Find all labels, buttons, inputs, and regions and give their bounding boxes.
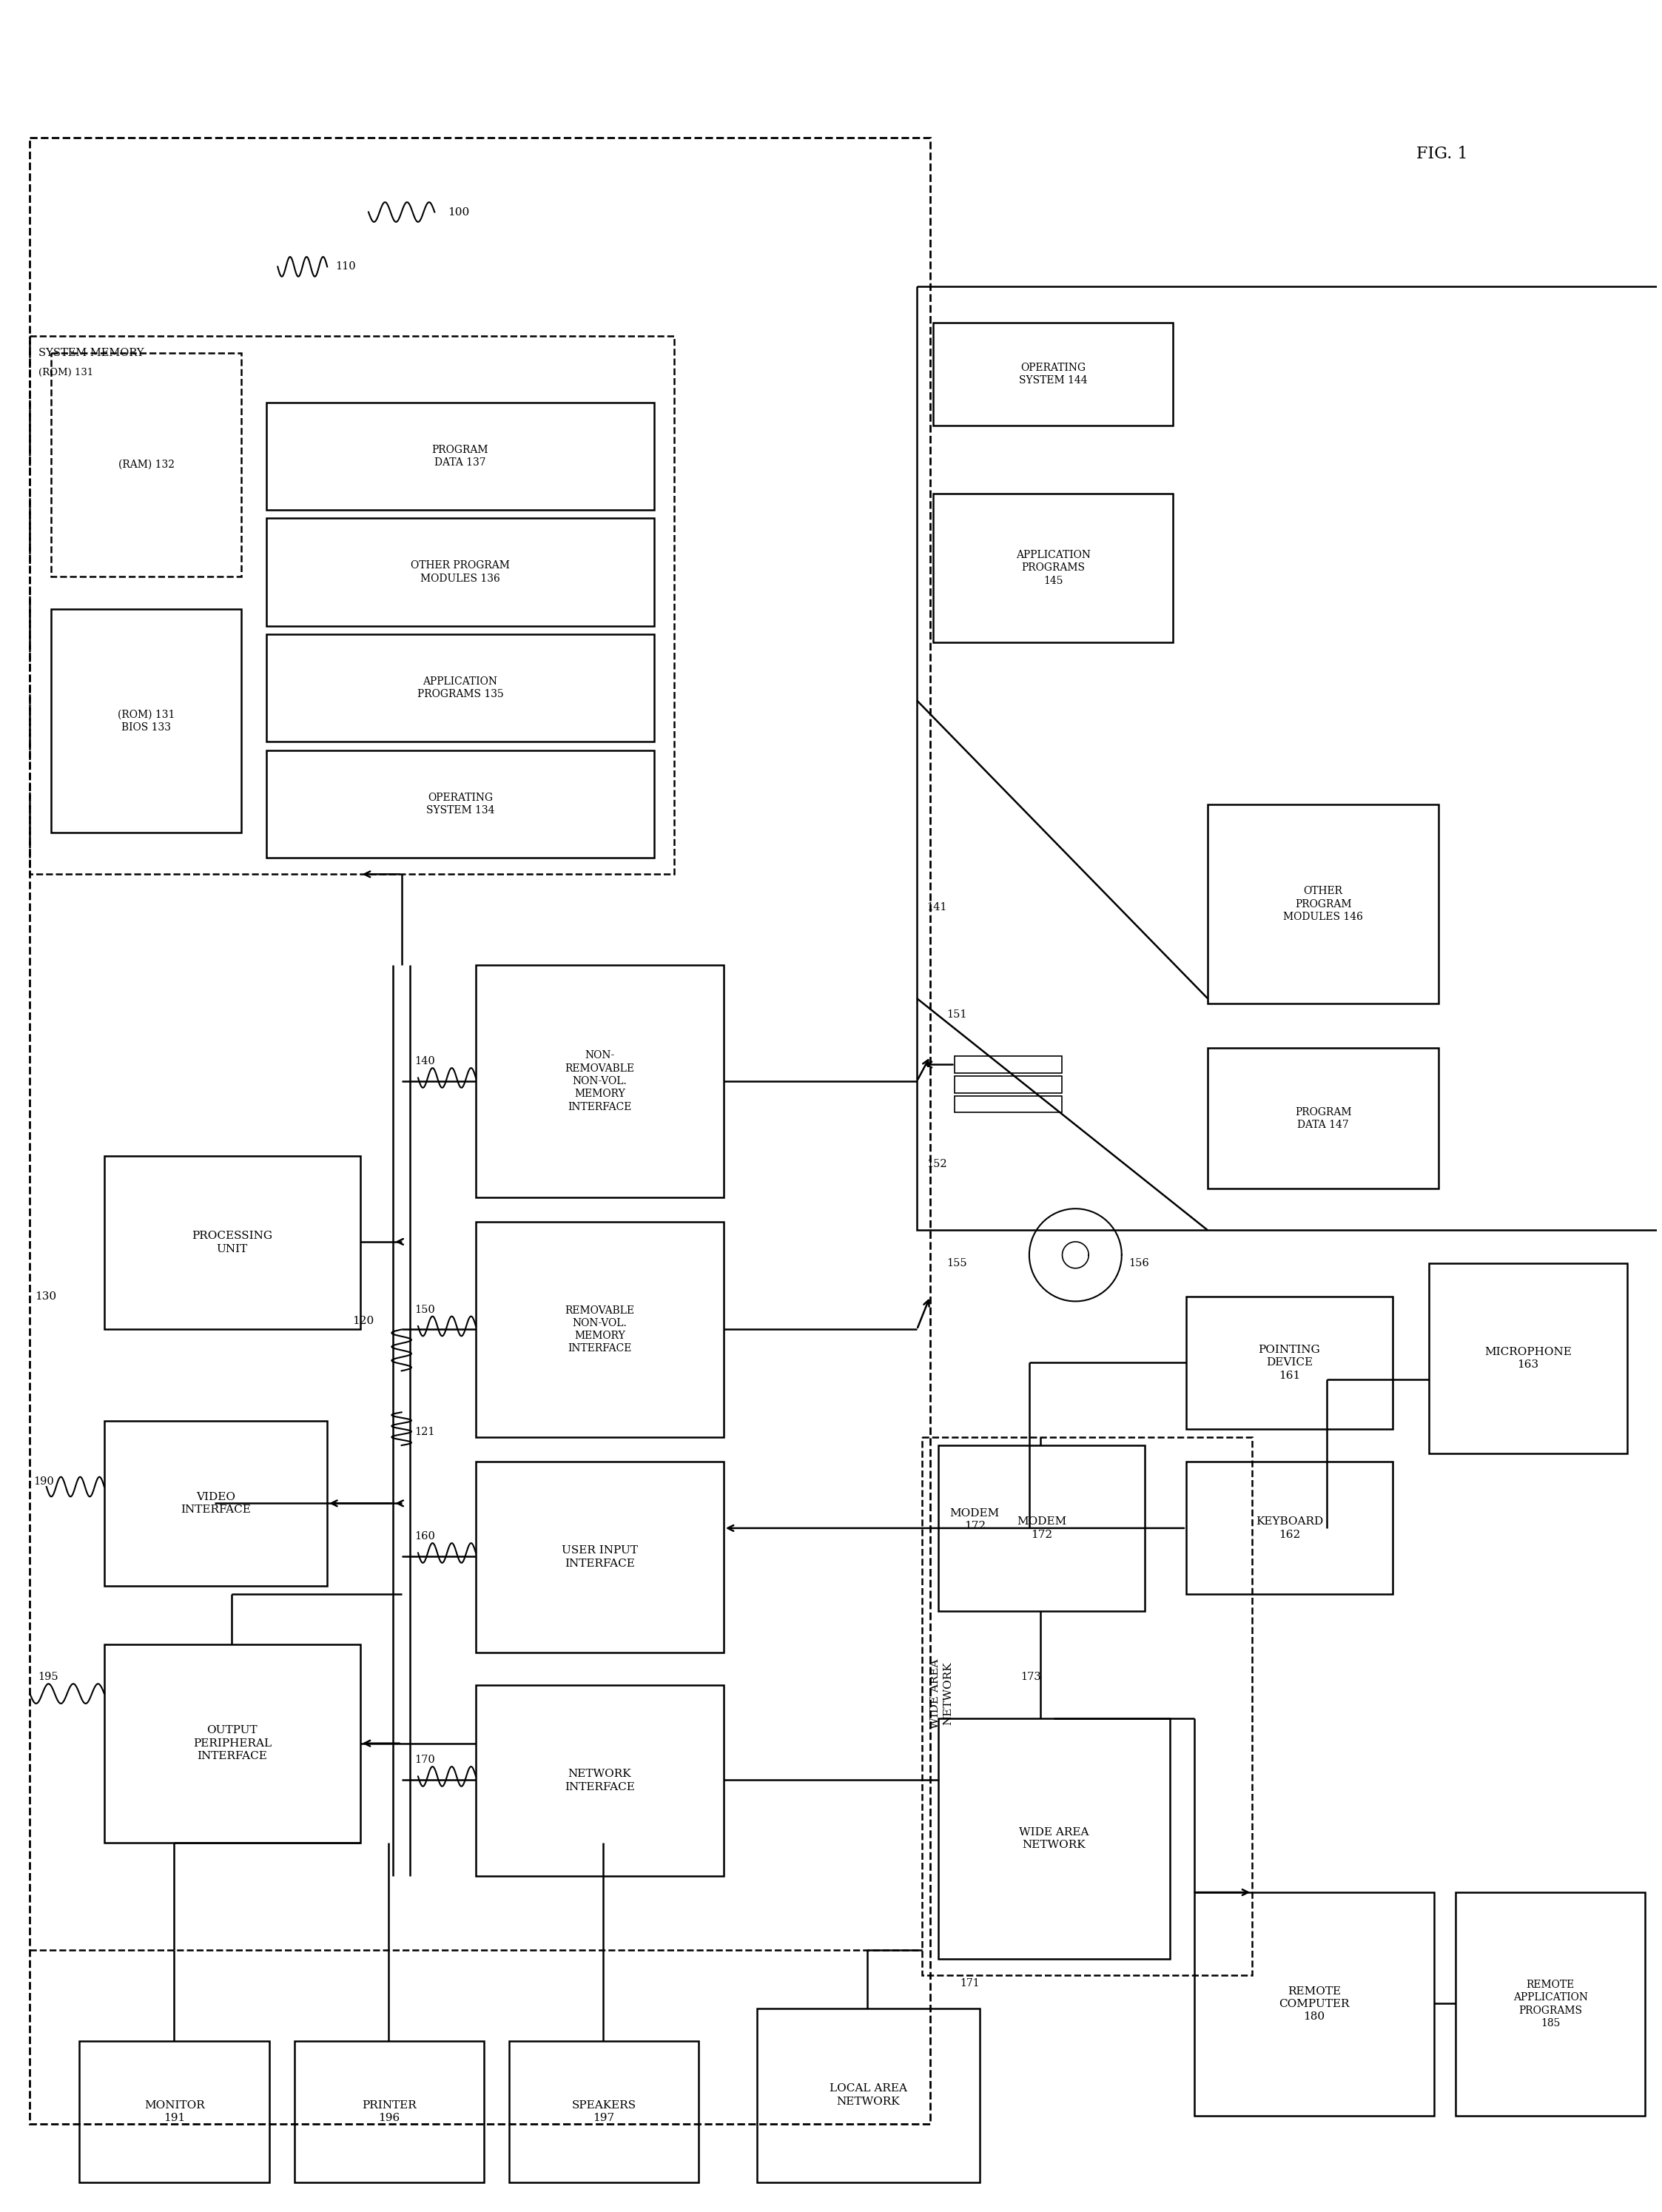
Bar (266, 403, 655, 511)
Text: NON-
REMOVABLE
NON-VOL.
MEMORY
INTERFACE: NON- REMOVABLE NON-VOL. MEMORY INTERFACE (565, 1051, 635, 1113)
Text: SPEAKERS
197: SPEAKERS 197 (572, 2099, 637, 2124)
Text: REMOTE
COMPUTER
180: REMOTE COMPUTER 180 (1278, 1986, 1350, 2022)
Bar (52, 608, 241, 834)
Text: OTHER PROGRAM
MODULES 136: OTHER PROGRAM MODULES 136 (411, 560, 510, 584)
Text: MODEM
172: MODEM 172 (1017, 1517, 1067, 1540)
Text: MODEM
172: MODEM 172 (951, 1509, 999, 1531)
Bar (266, 750, 655, 858)
Bar (1429, 1263, 1627, 1453)
Text: 130: 130 (35, 1292, 57, 1301)
Text: USER INPUT
INTERFACE: USER INPUT INTERFACE (562, 1546, 638, 1568)
Bar (475, 1686, 723, 1876)
Bar (956, 1077, 1062, 1093)
Text: KEYBOARD
162: KEYBOARD 162 (1255, 1517, 1323, 1540)
Bar (475, 1462, 723, 1652)
Bar (934, 493, 1173, 641)
Text: 121: 121 (416, 1427, 435, 1438)
Text: 152: 152 (927, 1159, 947, 1170)
Bar (1208, 805, 1439, 1004)
Text: 150: 150 (416, 1305, 435, 1314)
Bar (917, 288, 1662, 1230)
Text: WIDE AREA
NETWORK: WIDE AREA NETWORK (1019, 1827, 1089, 1849)
Text: 173: 173 (1020, 1672, 1042, 1683)
Bar (922, 1438, 1251, 1975)
Text: NETWORK
INTERFACE: NETWORK INTERFACE (565, 1770, 635, 1792)
Bar (475, 964, 723, 1197)
Bar (509, 2042, 698, 2181)
Text: 171: 171 (961, 1978, 979, 1989)
Bar (1187, 1296, 1393, 1429)
Text: APPLICATION
PROGRAMS 135: APPLICATION PROGRAMS 135 (417, 677, 504, 699)
Bar (1456, 1891, 1645, 2117)
Bar (956, 1057, 1062, 1073)
Text: OPERATING
SYSTEM 144: OPERATING SYSTEM 144 (1019, 363, 1087, 385)
Text: 190: 190 (33, 1478, 53, 1486)
Text: REMOTE
APPLICATION
PROGRAMS
185: REMOTE APPLICATION PROGRAMS 185 (1512, 1980, 1587, 2028)
Bar (266, 518, 655, 626)
Text: OUTPUT
PERIPHERAL
INTERFACE: OUTPUT PERIPHERAL INTERFACE (193, 1725, 271, 1761)
Text: 151: 151 (947, 1009, 967, 1020)
Text: WIDE AREA
NETWORK: WIDE AREA NETWORK (931, 1659, 954, 1728)
Bar (1208, 1048, 1439, 1188)
Text: 100: 100 (447, 208, 469, 217)
Bar (1187, 1462, 1393, 1595)
Text: PROCESSING
UNIT: PROCESSING UNIT (191, 1232, 273, 1254)
Text: APPLICATION
PROGRAMS
145: APPLICATION PROGRAMS 145 (1015, 551, 1090, 586)
Text: 170: 170 (416, 1754, 435, 1765)
Text: POINTING
DEVICE
161: POINTING DEVICE 161 (1258, 1345, 1320, 1380)
Bar (266, 635, 655, 741)
Text: OTHER
PROGRAM
MODULES 146: OTHER PROGRAM MODULES 146 (1283, 887, 1363, 922)
Bar (939, 1444, 1145, 1610)
Bar (105, 1155, 361, 1329)
Text: REMOVABLE
NON-VOL.
MEMORY
INTERFACE: REMOVABLE NON-VOL. MEMORY INTERFACE (565, 1305, 635, 1354)
Text: 110: 110 (336, 261, 356, 272)
Text: LOCAL AREA
NETWORK: LOCAL AREA NETWORK (829, 2084, 907, 2106)
Text: SYSTEM MEMORY: SYSTEM MEMORY (38, 347, 143, 358)
Text: MICROPHONE
163: MICROPHONE 163 (1484, 1347, 1572, 1369)
Bar (1195, 1891, 1434, 2117)
Bar (294, 2042, 484, 2181)
Text: PROGRAM
DATA 137: PROGRAM DATA 137 (432, 445, 489, 467)
Text: 160: 160 (416, 1531, 435, 1542)
Text: 155: 155 (947, 1259, 967, 1267)
Bar (30, 336, 675, 874)
Text: PRINTER
196: PRINTER 196 (362, 2099, 417, 2124)
Text: MONITOR
191: MONITOR 191 (145, 2099, 204, 2124)
Text: 120: 120 (352, 1316, 374, 1327)
Bar (105, 1644, 361, 1843)
Text: (ROM) 131
BIOS 133: (ROM) 131 BIOS 133 (118, 710, 175, 732)
Bar (756, 2008, 979, 2181)
Bar (52, 352, 241, 577)
Bar (80, 2042, 269, 2181)
Text: VIDEO
INTERFACE: VIDEO INTERFACE (181, 1491, 251, 1515)
Text: (RAM) 132: (RAM) 132 (118, 460, 175, 469)
Bar (105, 1420, 327, 1586)
Text: 156: 156 (1128, 1259, 1148, 1267)
Bar (939, 1719, 1170, 1958)
Bar (934, 323, 1173, 425)
Text: OPERATING
SYSTEM 134: OPERATING SYSTEM 134 (425, 792, 494, 816)
Text: FIG. 1: FIG. 1 (1416, 146, 1468, 161)
Bar (956, 1097, 1062, 1113)
Bar (30, 137, 931, 2124)
Text: (ROM) 131: (ROM) 131 (38, 367, 93, 378)
Bar (475, 1221, 723, 1438)
Text: 140: 140 (416, 1055, 435, 1066)
Text: 195: 195 (38, 1672, 58, 1683)
Text: 141: 141 (927, 902, 947, 914)
Text: PROGRAM
DATA 147: PROGRAM DATA 147 (1295, 1106, 1351, 1130)
